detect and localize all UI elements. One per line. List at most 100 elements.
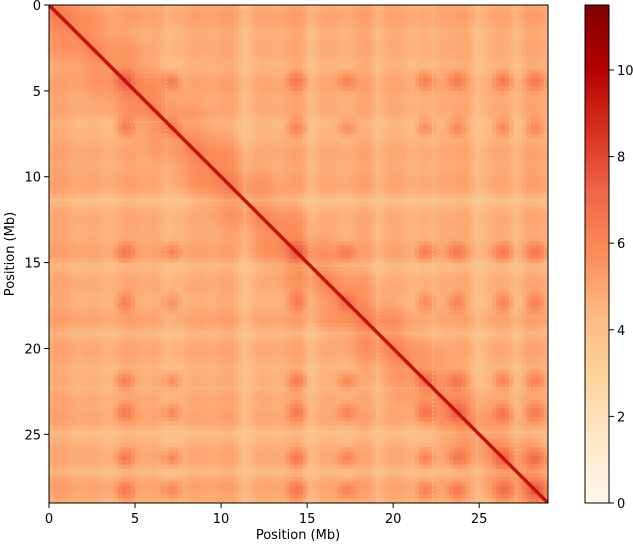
heatmap-cell (66, 490, 71, 495)
heatmap-cell (100, 460, 106, 465)
heatmap-cell (208, 322, 213, 328)
heatmap-cell (53, 108, 58, 113)
heatmap-cell (96, 202, 101, 208)
heatmap-cell (152, 399, 157, 405)
heatmap-cell (92, 112, 97, 117)
heatmap-cell (139, 146, 144, 152)
heatmap-cell (92, 305, 97, 311)
heatmap-cell (109, 339, 114, 345)
heatmap-cell (143, 52, 149, 57)
heatmap-cell (195, 322, 200, 328)
heatmap-cell (70, 172, 76, 178)
heatmap-cell (49, 485, 54, 491)
heatmap-cell (87, 434, 93, 439)
heatmap-cell (203, 211, 209, 216)
heatmap-cell (96, 322, 101, 328)
heatmap-cell (66, 65, 71, 70)
heatmap-cell (70, 292, 76, 298)
heatmap-cell (117, 344, 123, 349)
heatmap-cell (229, 43, 235, 49)
heatmap-cell (229, 279, 235, 285)
heatmap-cell (203, 408, 209, 414)
heatmap-cell (169, 451, 175, 457)
heatmap-cell (49, 82, 54, 87)
heatmap-cell (225, 262, 231, 268)
heatmap-cell (135, 387, 140, 392)
heatmap-cell (182, 430, 187, 435)
heatmap-cell (173, 391, 179, 397)
heatmap-cell (199, 339, 205, 345)
heatmap-cell (173, 266, 179, 272)
heatmap-cell (190, 472, 196, 478)
heatmap-cell (225, 490, 231, 495)
heatmap-cell (83, 159, 89, 165)
heatmap-cell (130, 146, 136, 152)
heatmap-cell (117, 142, 123, 148)
heatmap-cell (66, 335, 71, 341)
heatmap-cell (156, 288, 162, 293)
heatmap-cell (190, 292, 196, 298)
heatmap-cell (152, 189, 157, 195)
heatmap-cell (186, 477, 192, 482)
heatmap-cell (216, 348, 222, 354)
heatmap-cell (195, 335, 200, 341)
heatmap-cell (208, 391, 213, 397)
heatmap-cell (147, 425, 153, 431)
heatmap-cell (229, 206, 235, 212)
heatmap-cell (143, 176, 149, 182)
heatmap-cell (216, 206, 222, 212)
heatmap-cell (173, 241, 179, 246)
heatmap-cell (57, 146, 63, 152)
heatmap-cell (165, 374, 170, 379)
heatmap-cell (79, 344, 84, 349)
heatmap-cell (199, 129, 205, 135)
heatmap-cell (79, 357, 84, 362)
heatmap-cell (143, 305, 149, 311)
heatmap-cell (104, 314, 110, 319)
heatmap-cell (122, 150, 127, 156)
heatmap-cell (83, 52, 89, 57)
heatmap-cell (173, 348, 179, 354)
heatmap-cell (66, 185, 71, 190)
heatmap-cell (104, 150, 110, 156)
heatmap-cell (96, 112, 101, 117)
heatmap-cell (79, 326, 84, 332)
heatmap-cell (178, 412, 183, 418)
heatmap-cell (53, 35, 58, 40)
heatmap-cell (173, 193, 179, 199)
heatmap-cell (87, 472, 93, 478)
heatmap-cell (126, 125, 132, 130)
heatmap-cell (49, 464, 54, 469)
heatmap-cell (92, 279, 97, 285)
heatmap-cell (100, 26, 106, 32)
heatmap-cell (126, 365, 132, 371)
heatmap-cell (74, 460, 80, 465)
heatmap-cell (182, 47, 187, 53)
heatmap-cell (182, 211, 187, 216)
heatmap-cell (96, 95, 101, 100)
heatmap-cell (126, 219, 132, 225)
heatmap-cell (203, 47, 209, 53)
heatmap-cell (160, 249, 166, 255)
heatmap-cell (135, 65, 140, 70)
heatmap-cell (104, 301, 110, 306)
heatmap-cell (173, 125, 179, 130)
heatmap-cell (83, 318, 89, 324)
heatmap-cell (143, 56, 149, 62)
heatmap-cell (186, 271, 192, 276)
heatmap-cell (190, 82, 196, 87)
heatmap-cell (229, 490, 235, 495)
heatmap-cell (173, 301, 179, 306)
heatmap-cell (61, 279, 67, 285)
heatmap-cell (216, 232, 222, 238)
heatmap-cell (195, 60, 200, 66)
heatmap-cell (53, 481, 58, 487)
heatmap-cell (113, 266, 119, 272)
heatmap-cell (152, 112, 157, 117)
heatmap-cell (113, 275, 119, 281)
heatmap-cell (79, 13, 84, 19)
heatmap-cell (70, 365, 76, 371)
heatmap-cell (225, 99, 231, 105)
heatmap-cell (53, 434, 58, 439)
heatmap-cell (216, 494, 222, 500)
